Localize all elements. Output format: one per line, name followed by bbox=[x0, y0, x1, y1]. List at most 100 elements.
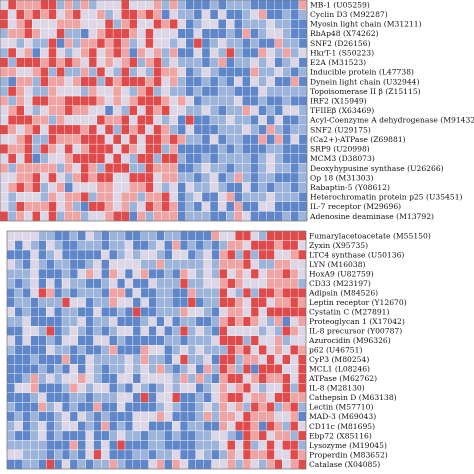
heatmap-cell bbox=[24, 76, 33, 87]
heatmap-cell bbox=[242, 86, 251, 97]
heatmap-cell bbox=[201, 76, 211, 87]
heatmap-cell bbox=[179, 354, 189, 365]
heatmap-cell bbox=[250, 316, 259, 327]
gene-label: Azurocidin (M96326) bbox=[308, 336, 391, 345]
heatmap-cell bbox=[116, 259, 126, 270]
heatmap-cell bbox=[6, 373, 16, 384]
heatmap-cell bbox=[185, 57, 195, 68]
heatmap-cell bbox=[61, 373, 71, 384]
heatmap-cell bbox=[209, 172, 219, 183]
heatmap-cell bbox=[6, 230, 16, 241]
heatmap-cell bbox=[164, 392, 173, 403]
heatmap-cell bbox=[61, 268, 71, 279]
heatmap-cell bbox=[112, 57, 122, 68]
heatmap-cell bbox=[121, 163, 130, 174]
heatmap-cell bbox=[164, 335, 173, 346]
heatmap-cell bbox=[258, 421, 267, 432]
heatmap-cell bbox=[217, 57, 227, 68]
heatmap-cell bbox=[132, 364, 141, 374]
heatmap-cell bbox=[109, 392, 118, 403]
heatmap-cell bbox=[54, 421, 63, 432]
heatmap-cell bbox=[32, 0, 41, 10]
heatmap-cell bbox=[80, 47, 90, 58]
heatmap-cell bbox=[124, 459, 134, 470]
heatmap-cell bbox=[298, 191, 308, 202]
heatmap-cell bbox=[164, 259, 173, 270]
heatmap-cell bbox=[132, 316, 141, 327]
heatmap-cell bbox=[250, 392, 259, 403]
heatmap-cell bbox=[266, 143, 275, 154]
heatmap-cell bbox=[72, 19, 81, 30]
heatmap-cell bbox=[219, 402, 228, 413]
heatmap-cell bbox=[6, 421, 16, 432]
heatmap-cell bbox=[298, 134, 308, 145]
heatmap-cell bbox=[226, 182, 235, 193]
heatmap-cell bbox=[250, 0, 259, 10]
heatmap-cell bbox=[145, 38, 154, 49]
heatmap-cell bbox=[179, 335, 189, 346]
heatmap-cell bbox=[137, 115, 146, 126]
heatmap-cell bbox=[169, 9, 178, 20]
heatmap-cell bbox=[164, 287, 173, 298]
heatmap-cell bbox=[0, 182, 9, 193]
heatmap-cell bbox=[193, 57, 203, 68]
heatmap-cell bbox=[112, 86, 122, 97]
heatmap-cell bbox=[242, 76, 251, 87]
heatmap-cell bbox=[38, 440, 47, 451]
heatmap-cell bbox=[22, 240, 31, 251]
heatmap-cell bbox=[209, 124, 219, 135]
heatmap-cell bbox=[274, 354, 283, 365]
heatmap-cell bbox=[156, 421, 165, 432]
heatmap-cell bbox=[250, 449, 259, 460]
heatmap-cell bbox=[290, 67, 300, 78]
heatmap-cell bbox=[227, 268, 236, 279]
heatmap-cell bbox=[80, 76, 90, 87]
heatmap-cell bbox=[109, 335, 118, 346]
heatmap-cell bbox=[226, 86, 235, 97]
heatmap-cell bbox=[129, 211, 138, 222]
heatmap-cell bbox=[93, 316, 102, 327]
heatmap-cell bbox=[140, 268, 149, 279]
heatmap-cell bbox=[290, 115, 300, 126]
gene-label: Properdin (M83652) bbox=[309, 450, 388, 459]
heatmap-cell bbox=[217, 95, 227, 106]
heatmap-cell bbox=[80, 134, 90, 145]
heatmap-cell bbox=[242, 306, 252, 317]
heatmap-cell bbox=[203, 287, 212, 298]
heatmap-cell bbox=[14, 345, 23, 355]
heatmap-panel-top bbox=[0, 0, 308, 222]
heatmap-cell bbox=[104, 191, 114, 202]
heatmap-cell bbox=[54, 449, 63, 460]
heatmap-cell bbox=[93, 249, 102, 260]
heatmap-cell bbox=[96, 134, 106, 145]
heatmap-cell bbox=[40, 38, 49, 49]
heatmap-cell bbox=[282, 172, 292, 183]
heatmap-cell bbox=[85, 287, 94, 298]
heatmap-cell bbox=[148, 440, 157, 451]
heatmap-cell bbox=[64, 211, 73, 222]
heatmap-cell bbox=[274, 421, 283, 432]
heatmap-cell bbox=[282, 430, 291, 441]
heatmap-cell bbox=[195, 459, 204, 470]
heatmap-cell bbox=[234, 191, 243, 202]
heatmap-cell bbox=[112, 9, 122, 20]
heatmap-cell bbox=[96, 76, 106, 87]
heatmap-cell bbox=[290, 354, 299, 365]
heatmap-cell bbox=[211, 278, 220, 289]
heatmap-cell bbox=[61, 440, 71, 451]
heatmap-cell bbox=[77, 392, 86, 403]
heatmap-cell bbox=[282, 115, 292, 126]
heatmap-cell bbox=[7, 0, 17, 10]
heatmap-cell bbox=[193, 86, 203, 97]
heatmap-cell bbox=[274, 297, 283, 308]
heatmap-cell bbox=[0, 143, 9, 154]
heatmap-cell bbox=[282, 211, 292, 222]
heatmap-cell bbox=[153, 86, 162, 97]
heatmap-cell bbox=[121, 105, 130, 116]
heatmap-cell bbox=[7, 191, 17, 202]
heatmap-cell bbox=[185, 143, 195, 154]
heatmap-cell bbox=[274, 326, 283, 336]
gene-label: IL-8 (M28130) bbox=[309, 384, 365, 393]
heatmap-cell bbox=[258, 9, 267, 20]
heatmap-cell bbox=[145, 67, 154, 78]
